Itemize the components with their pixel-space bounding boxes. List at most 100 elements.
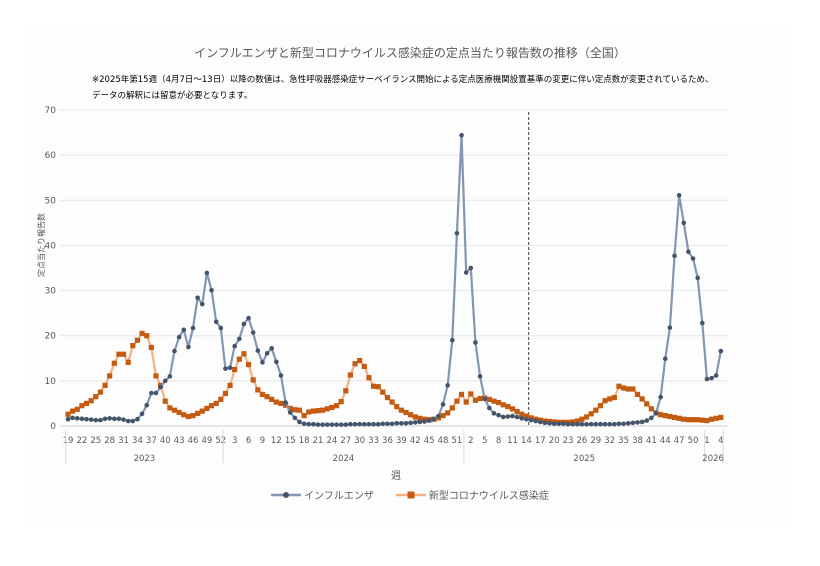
data-point xyxy=(463,270,469,275)
data-point xyxy=(634,391,641,397)
data-point xyxy=(153,390,159,396)
x-tick-label: 20 xyxy=(549,436,560,446)
data-point xyxy=(112,416,117,422)
data-point xyxy=(241,321,247,327)
chart-note-line-1: ※2025年第15週（4月7日～13日）以降の数値は、急性呼吸器感染症サーベイラ… xyxy=(92,75,714,85)
data-point xyxy=(644,401,650,407)
chart-title: インフルエンザと新型コロナウイルス感染症の定点当たり報告数の推移（全国） xyxy=(194,46,626,60)
year-label: 2026 xyxy=(702,454,724,464)
data-point xyxy=(713,373,719,378)
year-label: 2024 xyxy=(333,454,355,464)
data-point xyxy=(403,420,409,426)
x-tick-label: 32 xyxy=(604,436,615,446)
data-point xyxy=(79,403,85,409)
data-point xyxy=(607,421,613,427)
x-tick-label: 8 xyxy=(496,436,501,446)
data-point xyxy=(685,417,692,423)
data-point xyxy=(658,412,664,418)
data-point xyxy=(440,402,446,407)
data-point xyxy=(570,421,575,427)
data-point xyxy=(223,366,228,371)
x-tick-label: 27 xyxy=(340,436,351,446)
data-point xyxy=(431,416,437,422)
data-point xyxy=(195,295,200,301)
data-point xyxy=(639,419,645,425)
data-point xyxy=(329,404,335,411)
data-point xyxy=(412,414,418,420)
data-point xyxy=(84,416,89,422)
data-point xyxy=(227,365,233,371)
data-point xyxy=(681,220,687,226)
x-tick-label: 3 xyxy=(232,436,237,446)
data-point xyxy=(352,421,358,427)
data-point xyxy=(561,421,566,427)
data-point xyxy=(579,416,585,422)
data-point xyxy=(246,315,251,321)
data-point xyxy=(648,406,654,412)
data-point xyxy=(649,415,654,421)
x-tick-label: 26 xyxy=(577,436,588,446)
data-point xyxy=(102,382,108,388)
x-tick-label: 9 xyxy=(260,436,265,446)
data-point xyxy=(602,421,608,427)
data-point xyxy=(676,193,682,198)
data-point xyxy=(260,360,265,365)
data-point xyxy=(237,336,242,342)
data-point xyxy=(278,373,284,378)
data-point xyxy=(514,408,520,415)
data-point xyxy=(658,394,663,400)
data-point xyxy=(357,421,362,427)
x-tick-label: 22 xyxy=(76,436,87,446)
data-point xyxy=(315,408,321,414)
data-point xyxy=(449,337,455,343)
legend-marker-square-icon xyxy=(395,491,426,498)
data-point xyxy=(458,391,465,397)
data-point xyxy=(107,373,113,379)
data-point xyxy=(227,382,233,388)
data-point xyxy=(547,420,552,426)
data-point xyxy=(88,398,94,404)
data-point xyxy=(292,407,298,413)
data-point xyxy=(218,325,224,331)
data-point xyxy=(482,396,488,402)
data-point xyxy=(162,378,168,384)
data-point xyxy=(695,417,701,423)
x-tick-label: 50 xyxy=(688,436,699,446)
x-tick-label: 6 xyxy=(246,436,251,446)
data-point xyxy=(167,405,173,411)
data-point xyxy=(70,408,76,414)
data-point xyxy=(708,416,715,422)
data-point xyxy=(523,413,529,419)
data-point xyxy=(171,407,178,413)
data-point xyxy=(449,405,455,411)
x-tick-label: 33 xyxy=(368,436,379,446)
data-point xyxy=(232,343,237,349)
legend-item-covid: 新型コロナウイルス感染症 xyxy=(395,487,549,502)
data-point xyxy=(491,398,497,404)
data-point xyxy=(130,343,136,349)
data-point xyxy=(65,416,71,422)
data-point xyxy=(287,410,293,415)
data-point xyxy=(473,340,478,345)
data-point xyxy=(408,420,413,426)
data-point xyxy=(324,406,330,412)
data-point xyxy=(259,391,266,397)
data-point xyxy=(440,413,446,419)
x-tick-label: 41 xyxy=(646,436,657,446)
data-point xyxy=(88,417,94,422)
data-point xyxy=(310,408,316,414)
x-tick-label: 52 xyxy=(215,436,226,446)
data-point xyxy=(422,419,427,424)
data-point xyxy=(662,356,668,362)
x-tick-label: 38 xyxy=(632,436,643,446)
data-point xyxy=(445,383,450,388)
data-point xyxy=(283,400,288,405)
data-point xyxy=(375,421,381,427)
data-point xyxy=(158,384,163,390)
x-tick-label: 18 xyxy=(299,436,310,446)
data-point xyxy=(366,421,372,427)
data-point xyxy=(468,391,474,397)
data-point xyxy=(611,394,617,401)
data-point xyxy=(574,418,580,424)
data-point xyxy=(311,421,316,427)
